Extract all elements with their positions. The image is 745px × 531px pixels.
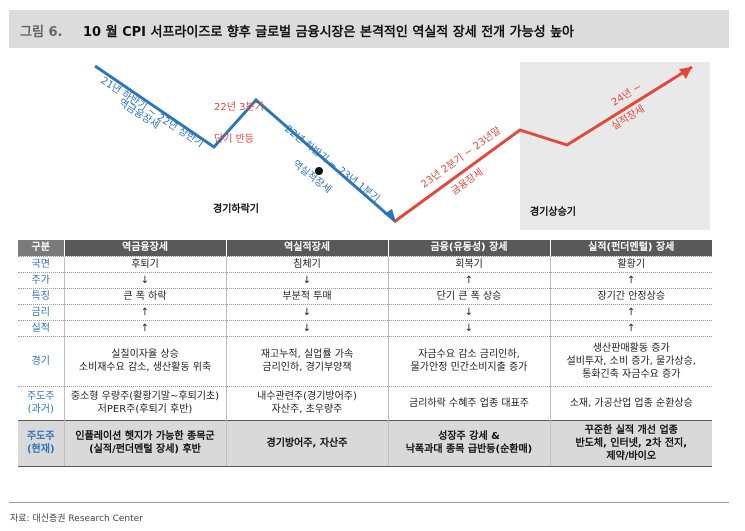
rise-arrowhead <box>679 67 692 79</box>
arrow-cell: ↓ <box>225 271 388 288</box>
table-row: 실적 ↑ ↓ ↓ ↑ <box>18 319 712 336</box>
table-cell: 꾸준한 실적 개선 업종 반도체, 인터넷, 2차 전지, 제약/바이오 <box>549 419 712 467</box>
rise-phase-label: 경기상승기 <box>530 205 576 218</box>
table-cell: 재고누적, 실업률 가속 금리인하, 경기부양책 <box>225 335 388 386</box>
table-row: 주가 ↓ ↓ ↑ ↑ <box>18 271 712 288</box>
table-cell: 큰 폭 하락 <box>63 287 226 304</box>
table-cell: 자금수요 감소 금리인하, 물가안정 민간소비지출 증가 <box>387 335 550 386</box>
header-reverse-financial: 역금융장세 <box>63 240 226 256</box>
current-position-dot <box>315 167 323 175</box>
source-divider <box>9 502 729 503</box>
table-cell: 활황기 <box>549 255 712 272</box>
table-cell: 침체기 <box>225 255 388 272</box>
market-cycle-diagram: 21년 하반기 ~ 22년 상반기 역금융장세 22년 3분기 단기 반등 22… <box>0 0 745 240</box>
arrow-cell: ↓ <box>387 319 550 336</box>
table-cell: 실질이자율 상승 소비재수요 감소, 생산활동 위축 <box>63 335 226 386</box>
arrow-cell: ↑ <box>63 319 226 336</box>
market-phase-table: 구분 역금융장세 역실적장세 금융(유동성) 장세 실적(펀더멘털) 장세 국면… <box>18 240 712 467</box>
arrow-cell: ↓ <box>225 303 388 320</box>
table-cell: 인플레이션 헷지가 가능한 종목군 (실적/펀더멘털 장세) 후반 <box>63 419 226 467</box>
row-label: 주가 <box>18 271 64 288</box>
table-cell: 내수관련주(경기방어주) 자산주, 초우량주 <box>225 385 388 420</box>
table-row: 금리 ↑ ↓ ↓ ↑ <box>18 303 712 320</box>
rise-line <box>393 65 693 224</box>
header-reverse-earnings: 역실적장세 <box>225 240 388 256</box>
decline-phase-label: 경기하락기 <box>213 202 259 215</box>
row-label: 금리 <box>18 303 64 320</box>
table-header-row: 구분 역금융장세 역실적장세 금융(유동성) 장세 실적(펀더멘털) 장세 <box>18 240 712 256</box>
arrow-cell: ↑ <box>387 271 550 288</box>
table-cell: 금리하락 수혜주 업종 대표주 <box>387 385 550 420</box>
seg2-period-label: 22년 3분기 <box>214 101 264 113</box>
cycle-svg: 21년 하반기 ~ 22년 상반기 역금융장세 22년 3분기 단기 반등 22… <box>94 62 710 230</box>
seg2-market-label: 단기 반등 <box>214 133 254 145</box>
table-cell: 부분적 투매 <box>225 287 388 304</box>
decline-line <box>94 64 397 224</box>
table-row: 국면 후퇴기 침체기 회복기 활황기 <box>18 255 712 272</box>
table-cell: 중소형 우량주(활황기말~후퇴기초) 저PER주(후퇴기 후반) <box>63 385 226 420</box>
table-cell: 회복기 <box>387 255 550 272</box>
row-label: 주도주 (과거) <box>18 385 64 420</box>
arrow-cell: ↓ <box>63 271 226 288</box>
rise-phase-box <box>520 62 710 230</box>
seg4-market-label: 금융장세 <box>449 166 486 197</box>
table-cell: 소재, 가공산업 업종 순환상승 <box>549 385 712 420</box>
table-cell: 경기방어주, 자산주 <box>225 419 388 467</box>
arrow-cell: ↑ <box>549 303 712 320</box>
arrow-cell: ↓ <box>387 303 550 320</box>
arrow-cell: ↑ <box>549 319 712 336</box>
header-category: 구분 <box>18 240 64 256</box>
row-label: 주도주 (현재) <box>18 419 64 467</box>
table-cell: 장기간 안정상승 <box>549 287 712 304</box>
seg1-period-label: 21년 하반기 ~ 22년 상반기 <box>98 74 206 150</box>
row-label: 실적 <box>18 319 64 336</box>
arrow-cell: ↑ <box>63 303 226 320</box>
arrow-cell: ↓ <box>225 319 388 336</box>
table-row: 주도주 (현재) 인플레이션 헷지가 가능한 종목군 (실적/펀더멘털 장세) … <box>18 419 712 467</box>
row-label: 국면 <box>18 255 64 272</box>
header-earnings: 실적(펀더멘털) 장세 <box>549 240 712 256</box>
table-cell: 성장주 강세 & 낙폭과대 종목 급반등(순환매) <box>387 419 550 467</box>
decline-arrowhead <box>384 209 396 222</box>
table-cell: 단기 큰 폭 상승 <box>387 287 550 304</box>
figure-title-bar: 그림 6. 10 월 CPI 서프라이즈로 향후 글로벌 금융시장은 본격적인 … <box>9 10 729 48</box>
table-cell: 생산판매활동 증가 설비투자, 소비 증가, 물가상승, 통화긴축 자금수요 증… <box>549 335 712 386</box>
row-label: 경기 <box>18 335 64 386</box>
row-label: 특징 <box>18 287 64 304</box>
table-cell: 후퇴기 <box>63 255 226 272</box>
source-note: 자료: 대신증권 Research Center <box>10 514 143 524</box>
header-financial: 금융(유동성) 장세 <box>387 240 550 256</box>
table-row: 주도주 (과거) 중소형 우량주(활황기말~후퇴기초) 저PER주(후퇴기 후반… <box>18 385 712 420</box>
table-row: 특징 큰 폭 하락 부분적 투매 단기 큰 폭 상승 장기간 안정상승 <box>18 287 712 304</box>
table-row: 경기 실질이자율 상승 소비재수요 감소, 생산활동 위축 재고누적, 실업률 … <box>18 335 712 386</box>
figure-title: 10 월 CPI 서프라이즈로 향후 글로벌 금융시장은 본격적인 역실적 장세… <box>83 25 574 40</box>
arrow-cell: ↑ <box>549 271 712 288</box>
figure-number: 그림 6. <box>20 25 63 40</box>
